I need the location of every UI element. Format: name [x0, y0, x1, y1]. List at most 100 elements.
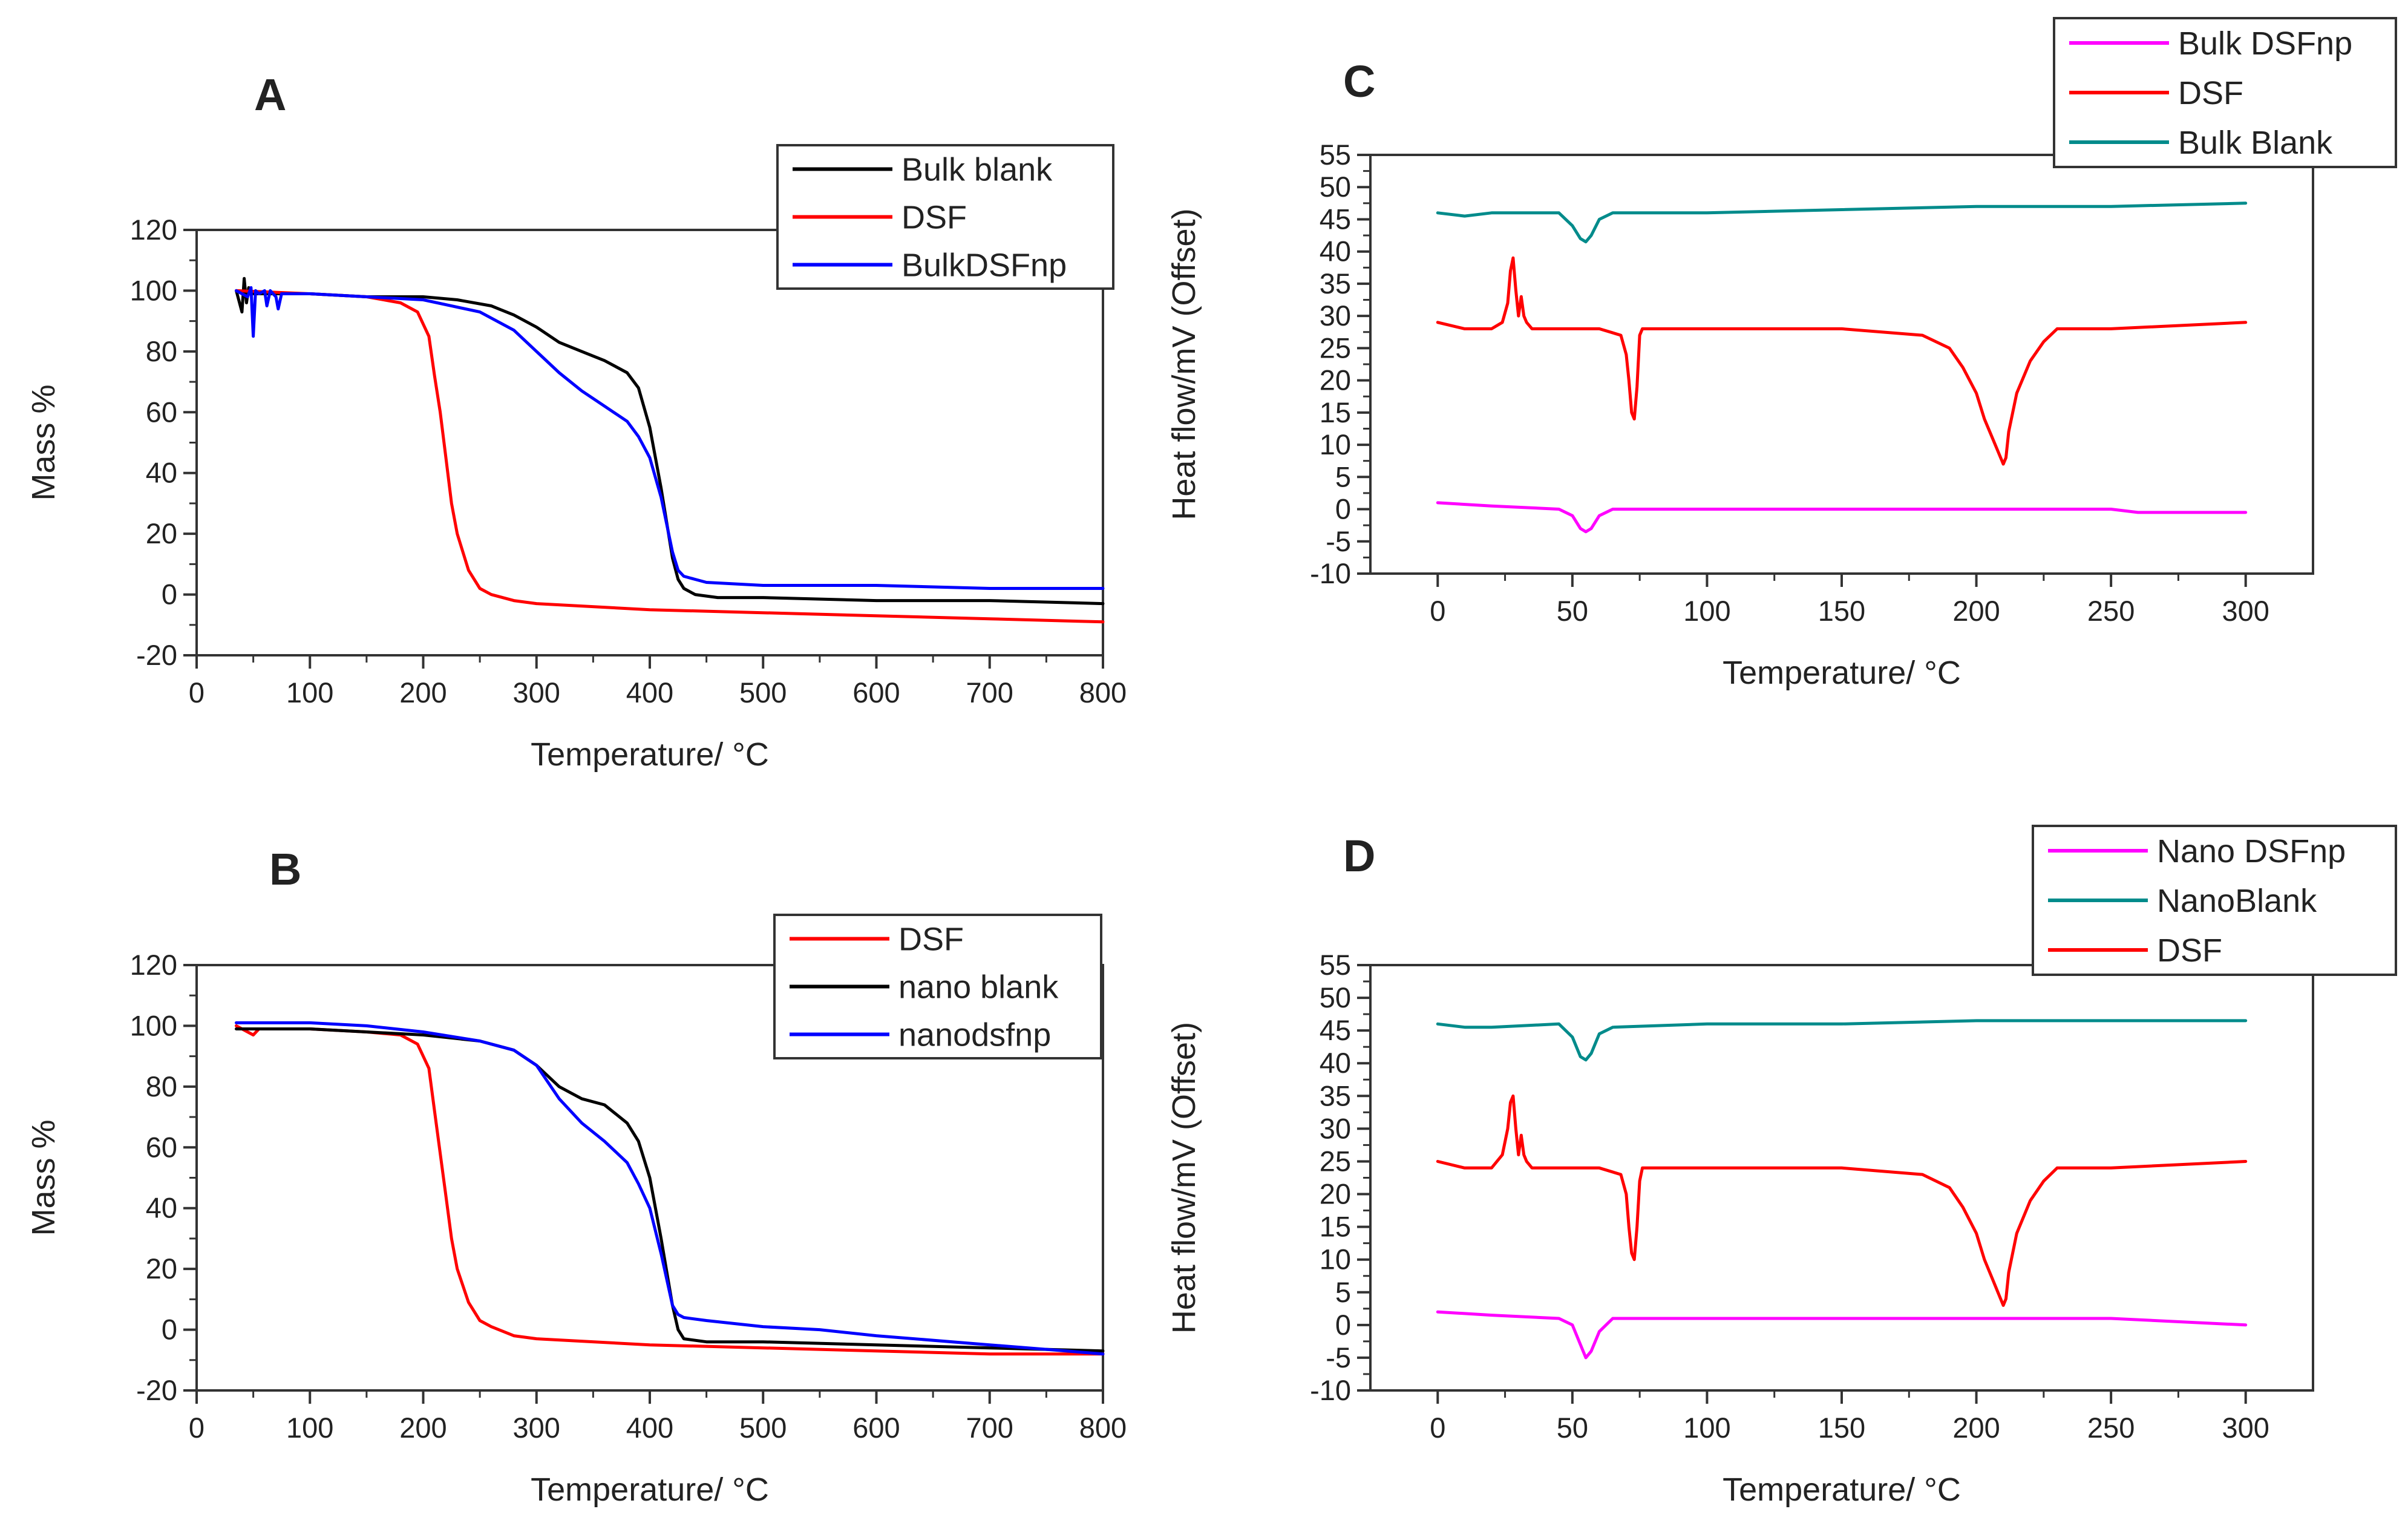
legend-label-c-dsf: DSF [2178, 75, 2243, 111]
x-tick-label-a: 200 [399, 676, 447, 709]
x-tick-label-d: 250 [2087, 1412, 2135, 1444]
legend-label-a-dsf: DSF [901, 200, 967, 236]
x-axis-title-c: Temperature/ °C [1723, 655, 1961, 691]
y-tick-label-d: 40 [1320, 1047, 1351, 1079]
y-tick-label-c: -5 [1326, 525, 1351, 557]
panel-letter-c: C [1343, 56, 1375, 106]
x-tick-label-a: 700 [966, 676, 1013, 709]
x-tick-label-d: 50 [1557, 1412, 1588, 1444]
y-tick-label-d: -5 [1326, 1341, 1351, 1373]
x-tick-label-a: 500 [739, 676, 787, 709]
y-tick-label-c: 5 [1335, 460, 1351, 493]
y-tick-label-c: 35 [1320, 267, 1351, 300]
x-tick-label-d: 200 [1952, 1412, 2000, 1444]
x-tick-label-c: 100 [1683, 595, 1730, 627]
legend-label-b-dsf: DSF [898, 922, 964, 958]
x-tick-label-a: 0 [189, 676, 204, 709]
plot-frame-c [1369, 154, 2314, 575]
y-tick-label-a: 120 [130, 214, 177, 246]
x-tick-label-d: 150 [1818, 1412, 1865, 1444]
y-tick-label-c: 0 [1335, 493, 1351, 525]
y-tick-label-b: 60 [146, 1131, 177, 1163]
y-tick-label-a: -20 [136, 639, 177, 671]
y-tick-label-d: 55 [1320, 949, 1351, 981]
x-tick-label-d: 100 [1683, 1412, 1730, 1444]
y-tick-label-b: 80 [146, 1070, 177, 1102]
y-tick-label-d: 0 [1335, 1309, 1351, 1341]
legend-b: DSF nano blank nanodsfnp [773, 914, 1102, 1059]
y-tick-label-c: 20 [1320, 364, 1351, 396]
y-tick-label-d: 20 [1320, 1178, 1351, 1210]
series-line-c-bulk-blank [1436, 201, 2248, 244]
y-axis-title-d: Heat flow/mV (Offset) [1166, 1022, 1202, 1334]
y-tick-label-c: 30 [1320, 300, 1351, 332]
legend-d: Nano DSFnp NanoBlank DSF [2032, 825, 2397, 976]
series-line-d-dsf [1436, 1094, 2248, 1307]
x-tick-label-a: 400 [626, 676, 673, 709]
series-line-a-dsf [235, 289, 1105, 624]
y-tick-label-c: 10 [1320, 428, 1351, 460]
x-tick-label-a: 800 [1079, 676, 1127, 709]
x-tick-label-b: 500 [739, 1412, 787, 1444]
panel-letter-d: D [1343, 831, 1375, 881]
y-tick-label-c: 40 [1320, 235, 1351, 267]
y-tick-label-d: 15 [1320, 1211, 1351, 1243]
legend-label-b-nano-blank: nano blank [898, 969, 1059, 1006]
y-tick-label-c: 50 [1320, 171, 1351, 203]
x-axis-title-d: Temperature/ °C [1723, 1472, 1961, 1508]
x-tick-label-a: 300 [513, 676, 560, 709]
y-tick-label-b: 120 [130, 949, 177, 981]
y-axis-title-a: Mass % [25, 384, 62, 500]
y-tick-label-a: 60 [146, 396, 177, 428]
x-axis-title-a: Temperature/ °C [531, 736, 769, 773]
x-tick-label-c: 300 [2222, 595, 2269, 627]
x-tick-label-d: 300 [2222, 1412, 2269, 1444]
y-tick-label-b: 40 [146, 1192, 177, 1224]
y-tick-label-c: -10 [1310, 557, 1351, 589]
x-tick-label-c: 200 [1952, 595, 2000, 627]
y-tick-label-b: 20 [146, 1252, 177, 1285]
legend-label-d-nano-dsfnp: Nano DSFnp [2157, 833, 2346, 869]
x-tick-label-b: 800 [1079, 1412, 1127, 1444]
y-tick-label-a: 20 [146, 517, 177, 549]
y-tick-label-d: 10 [1320, 1243, 1351, 1275]
y-axis-title-c: Heat flow/mV (Offset) [1166, 208, 1202, 520]
legend-label-a-bulk-blank: Bulk blank [901, 152, 1053, 188]
y-tick-label-a: 80 [146, 335, 177, 367]
y-tick-label-d: 45 [1320, 1014, 1351, 1046]
y-tick-label-d: 5 [1335, 1276, 1351, 1308]
legend-label-d-dsf: DSF [2157, 932, 2222, 969]
y-axis-title-b: Mass % [25, 1119, 62, 1236]
x-tick-label-c: 50 [1557, 595, 1588, 627]
y-tick-label-b: 0 [162, 1314, 177, 1346]
panel-letter-a: A [254, 70, 286, 120]
series-line-b-nano-blank [235, 1027, 1105, 1353]
panel-letter-b: B [269, 844, 301, 894]
panel-a: A 0 100 200 300 400 500 600 700 800 -20 0 20 40 60 80 1… [25, 70, 1127, 773]
y-tick-label-b: 100 [130, 1009, 177, 1041]
series-line-a-bulk-blank [235, 277, 1105, 606]
series-line-b-dsf [235, 1024, 1105, 1356]
series-line-d-nanoblank [1436, 1019, 2248, 1062]
y-tick-label-a: 0 [162, 578, 177, 611]
y-tick-label-d: 30 [1320, 1112, 1351, 1144]
x-tick-label-c: 0 [1430, 595, 1445, 627]
y-tick-label-c: 55 [1320, 139, 1351, 171]
x-tick-label-d: 0 [1430, 1412, 1445, 1444]
legend-label-d-nanoblank: NanoBlank [2157, 883, 2317, 919]
legend-c: Bulk DSFnp DSF Bulk Blank [2053, 17, 2397, 168]
legend-a: Bulk blank DSF BulkDSFnp [776, 144, 1114, 290]
series-line-c-bulk-dsfnp [1436, 501, 2248, 534]
x-tick-label-b: 300 [513, 1412, 560, 1444]
x-tick-label-b: 700 [966, 1412, 1013, 1444]
x-tick-label-b: 600 [852, 1412, 900, 1444]
x-tick-label-a: 600 [852, 676, 900, 709]
legend-label-a-bulkdsfnp: BulkDSFnp [901, 247, 1067, 284]
y-tick-label-d: 25 [1320, 1145, 1351, 1177]
x-tick-label-b: 100 [286, 1412, 333, 1444]
legend-label-c-bulk-dsfnp: Bulk DSFnp [2178, 25, 2352, 62]
x-tick-label-b: 0 [189, 1412, 204, 1444]
legend-label-b-nanodsfnp: nanodsfnp [898, 1017, 1051, 1053]
plot-frame-d [1369, 964, 2314, 1392]
